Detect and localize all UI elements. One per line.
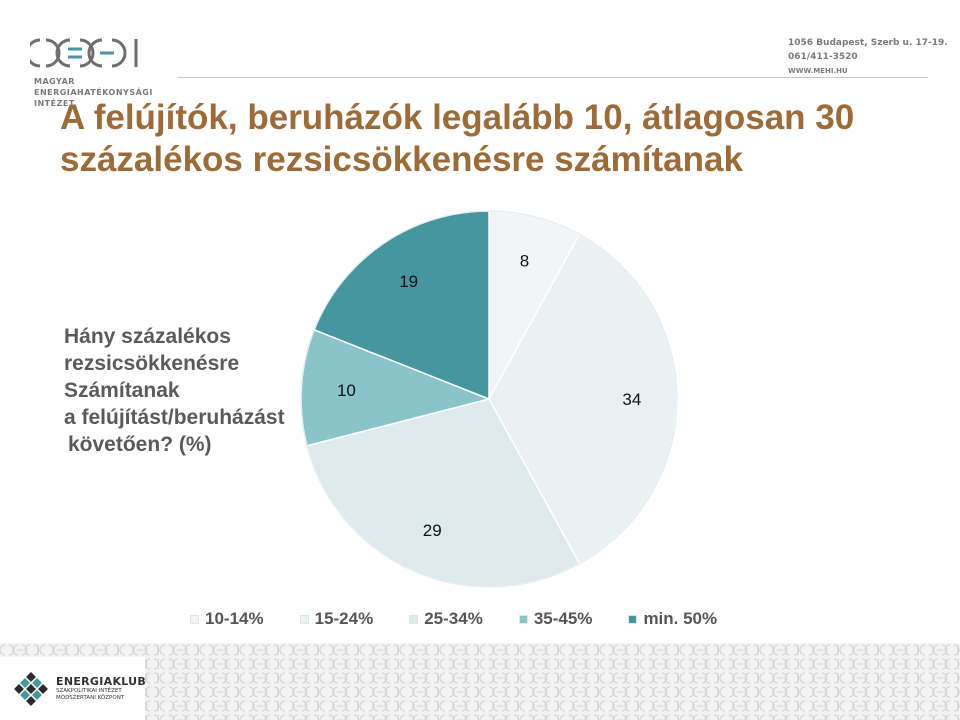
contact-address: 1056 Budapest, Szerb u. 17-19. [788, 38, 948, 48]
mehi-pattern-icon [0, 643, 960, 720]
energiaklub-name: ENERGIAKLUB [56, 675, 147, 688]
pie-value-label: 10 [337, 381, 356, 400]
logo-sub-line: MAGYAR [34, 77, 75, 86]
question-line: a felújítást/beruházást [64, 406, 285, 429]
legend-item: 25-34% [409, 609, 483, 629]
contact-info: 1056 Budapest, Szerb u. 17-19. 061/411-3… [788, 36, 948, 78]
energiaklub-sub: MÓDSZERTANI KÖZPONT [56, 695, 125, 701]
legend-label: 25-34% [424, 609, 483, 628]
pie-value-label: 19 [399, 272, 418, 291]
logo-sub-line: ENERGIAHATÉKONYSÁGI [34, 88, 153, 97]
legend-item: min. 50% [628, 609, 717, 629]
slide-title: A felújítók, beruházók legalább 10, átla… [60, 98, 855, 179]
pie-value-label: 29 [423, 521, 442, 540]
pie-outline [300, 210, 678, 588]
question-line: követően? (%) [68, 433, 212, 456]
legend-label: 10-14% [205, 609, 264, 628]
legend-swatch [299, 614, 309, 624]
energiaklub-logo-icon [14, 672, 48, 706]
legend-label: 35-45% [533, 609, 593, 628]
contact-phone: 061/411-3520 [788, 52, 858, 62]
energiaklub-text: ENERGIAKLUB SZAKPOLITIKAI INTÉZET MÓDSZE… [56, 675, 146, 702]
legend-swatch [190, 614, 199, 624]
header-divider [178, 77, 928, 78]
legend-item: 10-14% [190, 609, 264, 629]
legend-label: 15-24% [314, 609, 374, 628]
pie-value-label: 34 [622, 390, 641, 409]
chart-legend: 10-14% 15-24% 25-34% 35-45% min. 50% [190, 609, 753, 629]
footer-logo-box [0, 657, 145, 720]
legend-item: 35-45% [518, 609, 593, 629]
legend-swatch [518, 614, 528, 624]
legend-label: min. 50% [643, 609, 718, 628]
question-line: Számítanak [64, 379, 180, 402]
legend-swatch [409, 614, 419, 624]
energiaklub-sub: SZAKPOLITIKAI INTÉZET [56, 688, 122, 694]
question-line: rezsicsökkenésre [64, 352, 240, 375]
question-line: Hány százalékos [64, 325, 231, 348]
footer-pattern [0, 643, 960, 720]
logo-subtitle: MAGYAR ENERGIAHATÉKONYSÁGI INTÉZET [34, 76, 153, 109]
chart-question: Hány százalékos rezsicsökkenésre Számíta… [64, 323, 285, 458]
legend-swatch [628, 614, 638, 624]
contact-website: WWW.MEHI.HU [788, 67, 848, 75]
pie-value-label: 8 [520, 252, 529, 271]
legend-item: 15-24% [299, 609, 374, 629]
logo-sub-line: INTÉZET [34, 99, 75, 108]
mehi-logo-icon [30, 38, 138, 68]
